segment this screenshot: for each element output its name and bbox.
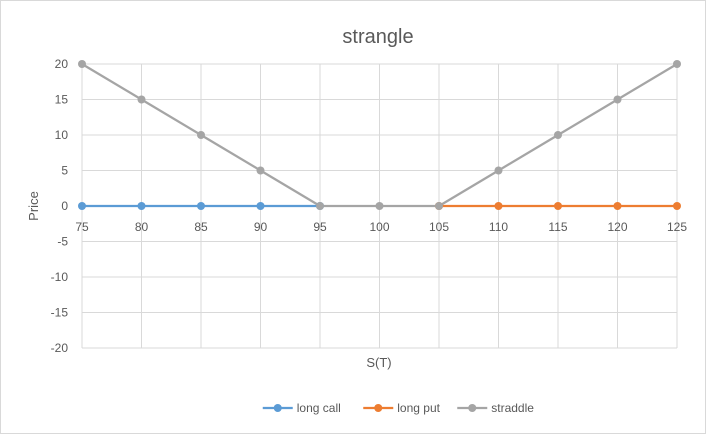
data-point [673,202,681,210]
data-point [137,95,146,104]
data-point [494,202,503,210]
data-point [435,202,443,210]
legend-item: straddle [457,401,534,415]
data-point [78,60,86,68]
legend-item: long put [363,401,441,415]
data-point [256,202,265,210]
legend-label: long call [297,401,341,415]
x-tick-label: 100 [369,220,389,234]
data-point [197,202,205,210]
legend-marker [468,404,477,412]
data-point [137,202,146,210]
legend-marker [273,404,282,412]
data-point [256,166,265,175]
data-point [494,166,503,175]
legend-marker [374,404,383,412]
legend-label: long put [397,401,440,415]
y-tick-label: -5 [57,235,68,249]
x-tick-label: 115 [548,220,567,234]
y-tick-label: 5 [61,164,68,178]
data-point [554,202,562,210]
data-point [613,95,622,104]
x-tick-label: 85 [194,220,208,234]
y-tick-label: 0 [61,199,68,213]
data-point [613,202,622,210]
y-axis-label: Price [26,191,41,221]
data-point [197,131,205,139]
x-axis-label: S(T) [366,355,391,370]
legend-label: straddle [491,401,534,415]
x-tick-label: 105 [429,220,449,234]
data-point [316,202,324,210]
x-tick-label: 80 [135,220,149,234]
x-tick-label: 110 [489,220,508,234]
y-tick-label: 10 [55,128,69,142]
x-tick-label: 90 [254,220,268,234]
x-tick-labels: 75 80 85 90 95 100 105 110 115 120 125 [75,220,687,234]
legend: long call long put straddle [262,401,534,415]
x-tick-label: 95 [313,220,327,234]
x-tick-label: 75 [75,220,89,234]
data-point [375,202,384,210]
y-tick-label: -20 [51,341,69,355]
y-tick-labels: 20 15 10 5 0 -5 -10 -15 -20 [51,57,69,355]
series-group [78,60,681,210]
y-tick-label: -15 [51,306,69,320]
chart-title: strangle [342,26,413,48]
data-point [673,60,681,68]
y-tick-label: -10 [51,270,69,284]
y-tick-label: 20 [55,57,69,71]
y-tick-label: 15 [55,93,69,107]
legend-item: long call [262,401,341,415]
x-tick-label: 125 [667,220,687,234]
x-tick-label: 120 [607,220,627,234]
data-point [78,202,86,210]
data-point [554,131,562,139]
